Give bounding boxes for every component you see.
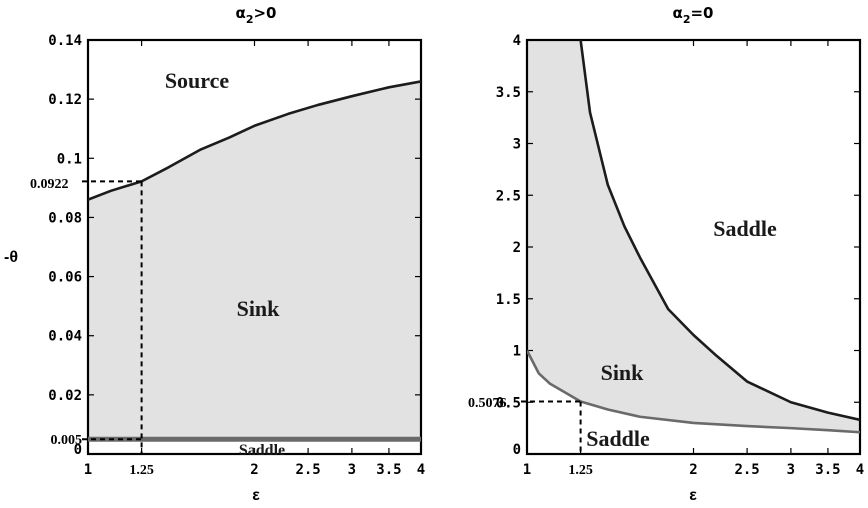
stable-region-fill bbox=[88, 81, 421, 440]
y-tick-label: 4 bbox=[513, 33, 521, 49]
panel-title: α2=0 bbox=[673, 4, 714, 26]
y-tick-label: 0.02 bbox=[48, 388, 82, 404]
y-tick-label: 0 bbox=[513, 442, 521, 458]
region-label-saddle: Saddle bbox=[586, 426, 650, 451]
region-label-saddle: Saddle bbox=[713, 216, 777, 241]
x-tick-label: 2.5 bbox=[295, 462, 320, 478]
x-tick-label: 2 bbox=[250, 462, 258, 478]
y-tick-label: 0.08 bbox=[48, 210, 82, 226]
y-tick-label: 0.1 bbox=[57, 151, 82, 167]
x-tick-label: 2.5 bbox=[734, 462, 759, 478]
panel-2: 1 1.25 2 2.5 3 3.5 4 0 0.5 1 1.5 2 2.5 3 3.5 4 0.5076 Sad… bbox=[468, 4, 864, 504]
x-tick-label: 3 bbox=[787, 462, 795, 478]
region-label-sink: Sink bbox=[601, 360, 645, 385]
x-axis-label: ε bbox=[252, 487, 260, 504]
region-label-sink: Sink bbox=[237, 296, 281, 321]
boundary-curve-1 bbox=[579, 40, 860, 422]
region-label-source: Source bbox=[165, 68, 230, 93]
annotation-label: 0.5076 bbox=[468, 396, 507, 411]
y-tick-label: 0 bbox=[74, 442, 82, 458]
y-tick-label: 0.14 bbox=[48, 33, 82, 49]
x-tick-label: 3.5 bbox=[815, 462, 840, 478]
x-tick-label: 4 bbox=[417, 462, 425, 478]
y-tick-label: 1.5 bbox=[496, 292, 521, 308]
stable-region-fill bbox=[527, 40, 860, 433]
y-tick-label: 2 bbox=[513, 240, 521, 256]
boundary-curve-2 bbox=[527, 349, 860, 434]
y-tick-label: 0.12 bbox=[48, 92, 82, 108]
x-tick-label: 4 bbox=[856, 462, 864, 478]
y-tick-label: 2.5 bbox=[496, 188, 521, 204]
boundary-curve-1 bbox=[88, 80, 421, 201]
x-axis-label: ε bbox=[689, 487, 697, 504]
y-tick-label: 1 bbox=[513, 344, 521, 360]
y-tick-label: 3 bbox=[513, 137, 521, 153]
panel-1: 1 1.25 2 2.5 3 3.5 4 00.005 0.02 0.04 0.06 0.08 0.1 0… bbox=[4, 4, 425, 504]
x-tick-label: 1 bbox=[84, 462, 92, 478]
annotation-label: 0.0922 bbox=[30, 177, 69, 192]
y-tick-label: 0.06 bbox=[48, 270, 82, 286]
region-label-saddle: Saddle bbox=[239, 442, 285, 459]
x-tick-label: 1.25 bbox=[568, 463, 593, 478]
y-tick-label: 0.005 bbox=[51, 433, 83, 448]
x-tick-label: 1.25 bbox=[129, 463, 154, 478]
y-axis-label: -θ bbox=[4, 249, 18, 266]
x-tick-label: 3 bbox=[348, 462, 356, 478]
x-tick-label: 2 bbox=[689, 462, 697, 478]
y-tick-label: 0.04 bbox=[48, 329, 82, 345]
x-tick-label: 1 bbox=[523, 462, 531, 478]
y-tick-label: 3.5 bbox=[496, 85, 521, 101]
y-tick-label: 0.5 bbox=[496, 395, 521, 411]
panel-title: α2>0 bbox=[236, 4, 277, 26]
x-tick-label: 3.5 bbox=[376, 462, 401, 478]
